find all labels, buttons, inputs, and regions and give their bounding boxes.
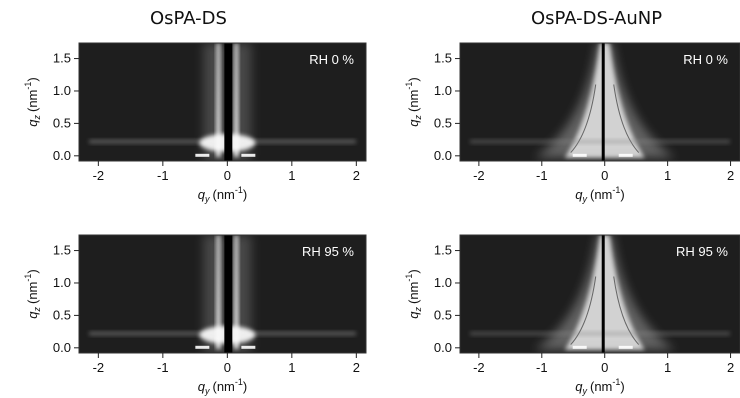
svg-text:qz(nm-1): qz(nm-1) [404,269,423,318]
y-axis-label: qz(nm-1) [404,77,423,126]
x-tick-label: -1 [536,360,548,375]
x-tick-label: 1 [664,360,671,375]
x-tick-label: -2 [473,360,485,375]
rh-annotation: RH 95 % [676,244,728,259]
y-tick-label: 0.5 [53,307,71,322]
x-tick-label: 1 [664,168,671,183]
plot-frame [78,234,367,354]
svg-text:qz(nm-1): qz(nm-1) [404,77,423,126]
svg-text:qy(nm-1): qy (nm-1) [575,377,624,396]
x-axis-label: qy (nm-1) [198,377,247,396]
panel-2: -2 -1 0 1 2 0.0 0.5 1.0 1.5 RH 0 % qy (nm-1) qz(nm-1… [404,42,740,204]
y-tick-label: 1.5 [53,51,71,66]
beamstop [224,235,233,353]
rh-annotation: RH 0 % [309,52,354,67]
x-tick-label: -2 [93,168,105,183]
y-tick-label: 1.5 [434,243,452,258]
y-axis-label: qz(nm-1) [23,77,42,126]
y-tick-label: 0.5 [53,115,71,130]
x-tick-label: 2 [353,360,360,375]
y-tick-label: 1.5 [53,243,71,258]
y-tick-label: 0.5 [434,115,452,130]
x-tick-label: 0 [601,168,608,183]
panel-1: -2 -1 0 1 2 0.0 0.5 1.0 1.5 RH 0 % qy (nm-1) qz(nm-1… [23,42,367,204]
y-tick-label: 0.0 [434,340,452,355]
x-tick-label: 2 [727,168,734,183]
x-tick-label: 1 [288,168,295,183]
svg-text:qy(nm-1): qy (nm-1) [198,185,247,204]
panel-4: -2 -1 0 1 2 0.0 0.5 1.0 1.5 RH 95 % qy (nm-1) qz(nm-… [404,234,740,396]
x-axis-label: qy (nm-1) [575,185,624,204]
svg-text:qz(nm-1): qz(nm-1) [23,269,42,318]
x-tick-label: 2 [353,168,360,183]
x-axis-label: qy (nm-1) [198,185,247,204]
x-tick-label: 2 [727,360,734,375]
scattering-pattern [89,235,356,353]
x-tick-label: 0 [224,168,231,183]
rh-annotation: RH 95 % [302,244,354,259]
x-tick-label: -1 [157,360,169,375]
y-tick-label: 0.0 [53,340,71,355]
y-axis-label: qz(nm-1) [23,269,42,318]
plot-frame [459,234,740,354]
x-tick-label: -2 [93,360,105,375]
x-tick-label: 1 [288,360,295,375]
svg-text:qz(nm-1): qz(nm-1) [23,77,42,126]
column-title-ospa-ds: OsPA-DS [150,8,227,29]
plot-frame [459,42,740,162]
x-tick-label: -2 [473,168,485,183]
x-tick-label: 0 [601,360,608,375]
scattering-pattern [89,43,356,161]
column-title-ospa-ds-aunp: OsPA-DS-AuNP [531,8,663,29]
y-tick-label: 1.0 [434,275,452,290]
x-axis-label: qy (nm-1) [575,377,624,396]
y-tick-label: 0.0 [434,148,452,163]
y-tick-label: 0.5 [434,307,452,322]
svg-text:qy(nm-1): qy (nm-1) [575,185,624,204]
y-tick-label: 1.5 [434,51,452,66]
rh-annotation: RH 0 % [683,52,728,67]
panel-3: -2 -1 0 1 2 0.0 0.5 1.0 1.5 RH 95 % qy (nm-1) qz(nm-… [23,234,367,396]
beamstop [601,235,605,353]
beamstop [601,43,605,161]
y-axis-label: qz(nm-1) [404,269,423,318]
x-tick-label: 0 [224,360,231,375]
y-tick-label: 0.0 [53,148,71,163]
y-tick-label: 1.0 [53,275,71,290]
beamstop [224,43,233,161]
plot-frame [78,42,367,162]
scattering-pattern [470,43,730,161]
y-tick-label: 1.0 [53,83,71,98]
y-tick-label: 1.0 [434,83,452,98]
svg-text:qy(nm-1): qy (nm-1) [198,377,247,396]
scattering-pattern [470,235,730,353]
x-tick-label: -1 [536,168,548,183]
x-tick-label: -1 [157,168,169,183]
